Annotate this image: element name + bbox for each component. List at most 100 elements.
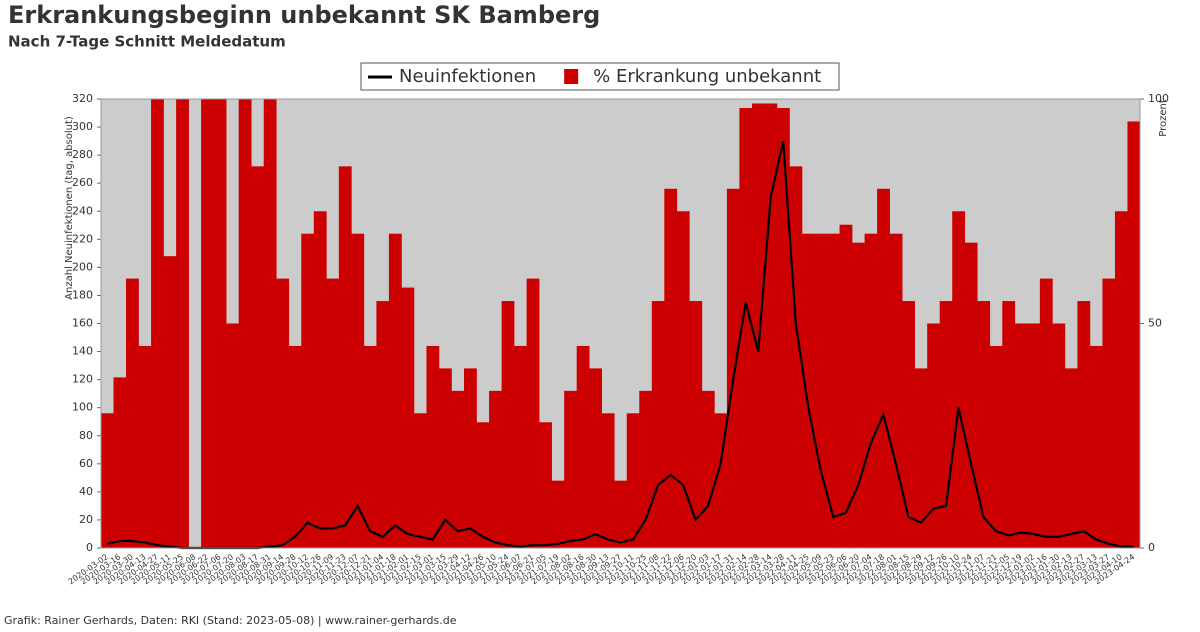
y-tick-label: 100 <box>72 401 93 414</box>
bar <box>839 224 853 548</box>
bar <box>1052 323 1066 548</box>
bar <box>376 301 390 548</box>
bar <box>576 345 590 548</box>
bar <box>113 377 127 548</box>
bar <box>564 390 577 548</box>
bar <box>964 242 978 548</box>
bar <box>526 278 540 548</box>
y-tick-label: 80 <box>79 429 93 442</box>
y-tick-label: 140 <box>72 345 93 358</box>
y-tick-label: 240 <box>72 204 93 217</box>
bar <box>1064 368 1078 548</box>
legend: Neuinfektionen % Erkrankung unbekannt <box>360 62 840 91</box>
bar <box>827 233 840 548</box>
y-axis-label: Anzahl Neuinfektionen (tag, absolut) <box>64 116 75 300</box>
y-tick-label: 160 <box>72 317 93 330</box>
footer: Grafik: Rainer Gerhards, Daten: RKI (Sta… <box>4 614 457 627</box>
bar <box>451 390 465 548</box>
bar <box>864 233 878 548</box>
y-tick-label: 260 <box>72 176 93 189</box>
y2-tick-label: 100 <box>1148 92 1169 105</box>
bar <box>927 323 941 548</box>
legend-label: % Erkrankung unbekannt <box>593 66 821 87</box>
bar <box>789 166 803 548</box>
bar <box>201 99 214 548</box>
bar <box>413 413 427 548</box>
bar <box>639 390 653 548</box>
bar <box>651 301 665 548</box>
bar <box>351 233 365 548</box>
chart-title: Erkrankungsbeginn unbekannt SK Bamberg <box>8 1 600 29</box>
bar <box>163 256 177 548</box>
bar <box>601 413 615 548</box>
bar <box>263 99 277 548</box>
bar <box>764 103 778 549</box>
bar <box>1077 301 1091 548</box>
y2-tick-label: 50 <box>1148 317 1162 330</box>
bar <box>852 242 865 548</box>
y-tick-label: 180 <box>72 288 93 301</box>
y-tick-label: 20 <box>79 513 93 526</box>
bar <box>326 278 340 548</box>
bar <box>489 390 502 548</box>
bar <box>626 413 640 548</box>
bar <box>388 233 402 548</box>
legend-label: Neuinfektionen <box>399 66 536 87</box>
bar <box>889 233 903 548</box>
bar <box>1002 301 1016 548</box>
bar <box>138 345 152 548</box>
bar <box>977 301 991 548</box>
bar <box>802 233 815 548</box>
bar <box>401 287 415 548</box>
bar <box>726 188 740 549</box>
y-tick-label: 40 <box>79 485 93 498</box>
bar <box>313 211 327 548</box>
y-tick-label: 220 <box>72 232 93 245</box>
bar <box>939 301 953 548</box>
bar <box>464 368 477 548</box>
bar <box>1014 323 1028 548</box>
bar <box>589 368 603 548</box>
bar <box>989 345 1003 548</box>
bar <box>476 422 490 548</box>
bar <box>151 99 164 548</box>
bar <box>814 233 828 548</box>
y2-axis-label: Prozent <box>1158 99 1169 137</box>
bar <box>126 278 139 548</box>
y-tick-label: 200 <box>72 260 93 273</box>
line <box>107 140 1134 550</box>
bar <box>539 422 552 548</box>
bar <box>739 107 753 548</box>
bar <box>551 480 565 548</box>
y-tick-label: 280 <box>72 148 93 161</box>
bar <box>213 99 227 548</box>
bar <box>776 107 790 548</box>
bar <box>952 211 966 548</box>
y-tick-label: 320 <box>72 92 93 105</box>
bar <box>676 211 690 548</box>
y-tick-label: 0 <box>86 541 93 554</box>
y2-tick-label: 0 <box>1148 541 1155 554</box>
bar <box>251 166 265 548</box>
legend-swatch <box>564 69 579 84</box>
bar <box>226 323 239 548</box>
plot-frame <box>100 98 1141 549</box>
bar <box>664 188 678 549</box>
y-tick-label: 120 <box>72 373 93 386</box>
y-tick-label: 60 <box>79 457 93 470</box>
bar <box>1102 278 1116 548</box>
bar <box>1114 211 1128 548</box>
chart-subtitle: Nach 7-Tage Schnitt Meldedatum <box>8 33 286 51</box>
bar <box>176 99 189 548</box>
bar <box>689 301 703 548</box>
bar <box>338 166 352 548</box>
bar <box>501 301 515 548</box>
bar <box>301 233 315 548</box>
bar <box>1027 323 1041 548</box>
bar <box>363 345 377 548</box>
bar <box>276 278 290 548</box>
bar <box>877 188 890 549</box>
bar <box>438 368 452 548</box>
bar <box>426 345 440 548</box>
